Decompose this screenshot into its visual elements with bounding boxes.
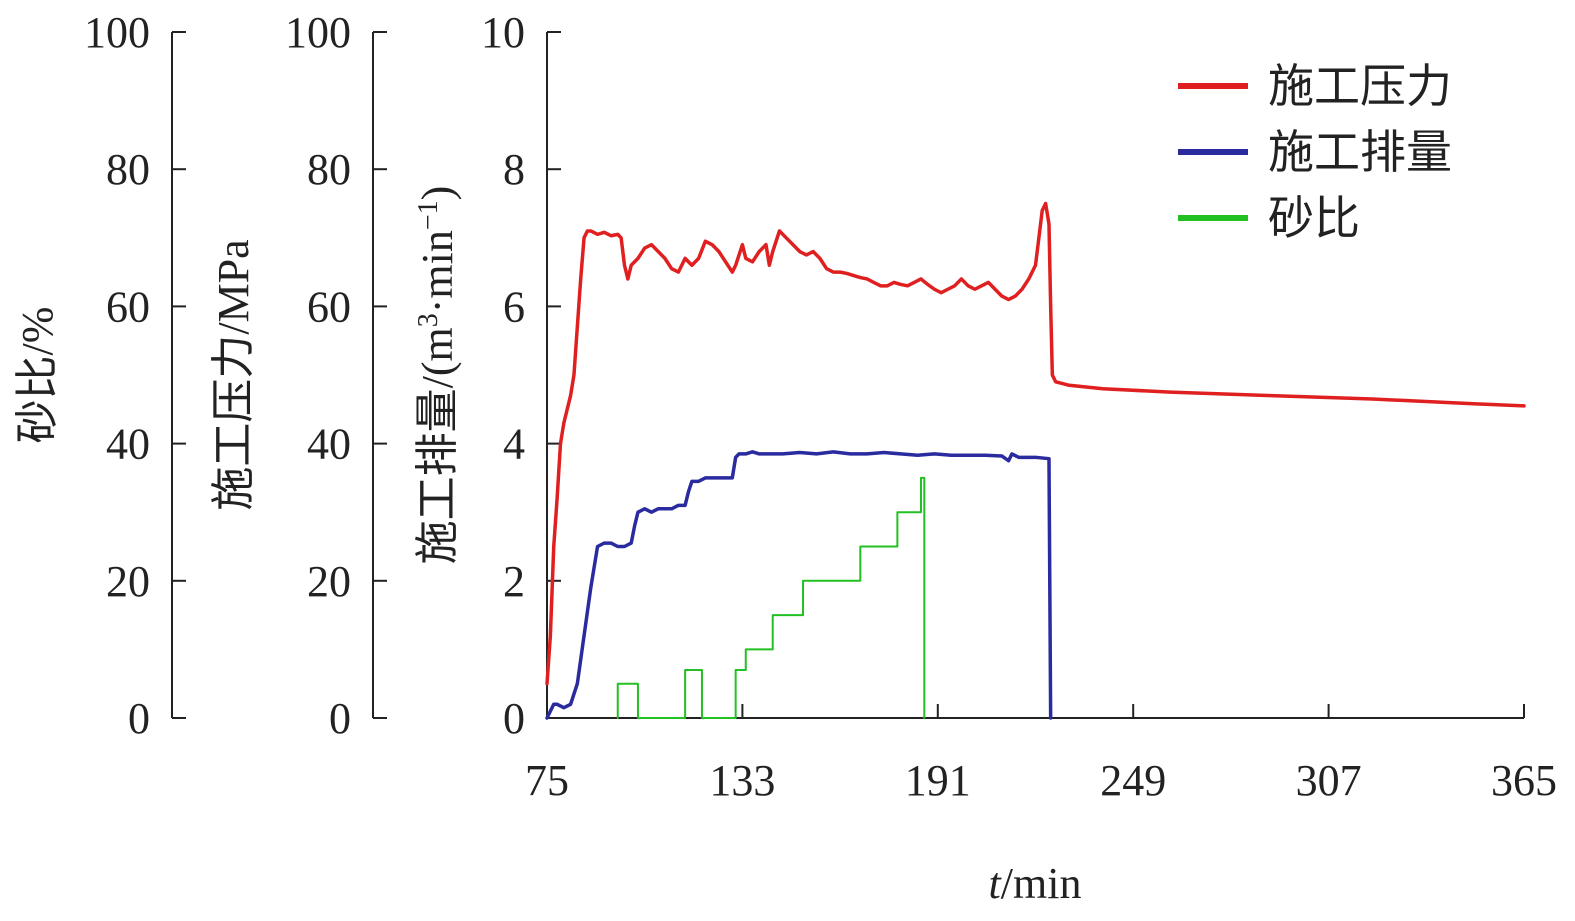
y-axis-ticks: 0 20 40 60 80 100 0 20 40 60 80 100 0 2 4 6 8 10 bbox=[84, 8, 561, 743]
sand-tick-label-3: 60 bbox=[106, 282, 150, 331]
rate-tick-label-3: 6 bbox=[503, 282, 525, 331]
rate-tick-label-2: 4 bbox=[503, 420, 525, 469]
x-tick-label-1: 133 bbox=[709, 756, 775, 805]
legend-label-sand: 砂比 bbox=[1268, 193, 1360, 244]
x-tick-label-2: 191 bbox=[905, 756, 971, 805]
series-line-sand bbox=[616, 476, 926, 719]
series-line-pressure bbox=[545, 201, 1526, 686]
rate-tick-label-5: 10 bbox=[481, 8, 525, 57]
x-axis-title: t/min bbox=[989, 859, 1082, 908]
pressure-tick-label-1: 20 bbox=[307, 557, 351, 606]
pressure-tick-label-5: 100 bbox=[285, 8, 351, 57]
series-line-rate bbox=[545, 450, 1053, 720]
sand-tick-label-1: 20 bbox=[106, 557, 150, 606]
pressure-tick-label-2: 40 bbox=[307, 420, 351, 469]
legend: 施工压力 施工排量 砂比 bbox=[1178, 61, 1452, 244]
series-layer bbox=[545, 201, 1526, 720]
sand-axis-title: 砂比/% bbox=[13, 307, 62, 444]
rate-tick-label-0: 0 bbox=[503, 694, 525, 743]
rate-tick-label-4: 8 bbox=[503, 145, 525, 194]
sand-tick-label-4: 80 bbox=[106, 145, 150, 194]
sand-tick-label-2: 40 bbox=[106, 420, 150, 469]
rate-axis-title: 施工排量/(m3·min−1) bbox=[413, 186, 463, 565]
x-tick-label-5: 365 bbox=[1491, 756, 1557, 805]
pressure-axis-title: 施工压力/MPa bbox=[209, 239, 258, 510]
sand-tick-label-5: 100 bbox=[84, 8, 150, 57]
x-tick-label-0: 75 bbox=[525, 756, 569, 805]
pressure-tick-label-4: 80 bbox=[307, 145, 351, 194]
pressure-tick-label-3: 60 bbox=[307, 282, 351, 331]
x-tick-label-4: 307 bbox=[1296, 756, 1362, 805]
legend-label-pressure: 施工压力 bbox=[1268, 61, 1452, 112]
rate-tick-label-1: 2 bbox=[503, 557, 525, 606]
pressure-tick-label-0: 0 bbox=[329, 694, 351, 743]
x-axis-ticks: 75 133 191 249 307 365 bbox=[525, 704, 1557, 805]
sand-tick-label-0: 0 bbox=[128, 694, 150, 743]
legend-label-rate: 施工排量 bbox=[1268, 127, 1452, 178]
x-tick-label-3: 249 bbox=[1100, 756, 1166, 805]
